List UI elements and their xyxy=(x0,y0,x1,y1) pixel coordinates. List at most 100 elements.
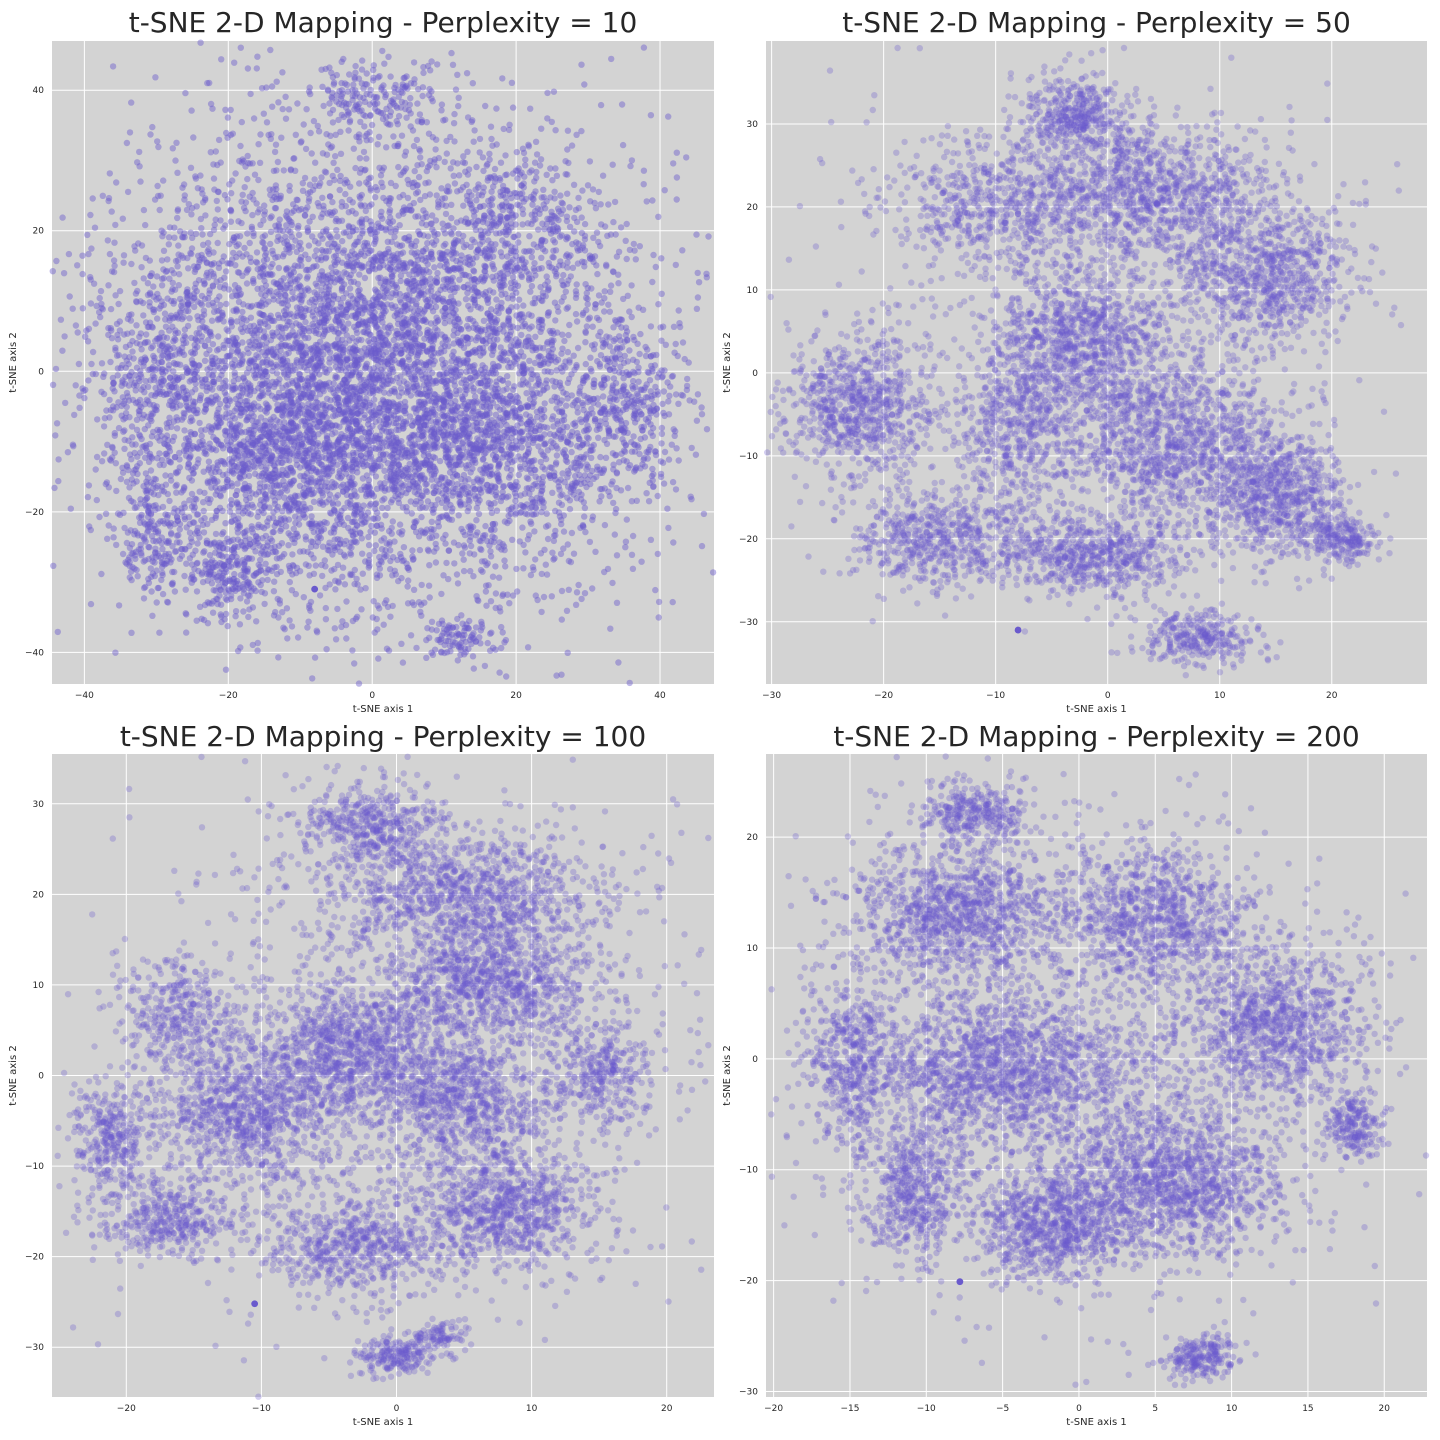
scatter-point xyxy=(295,634,301,640)
scatter-point xyxy=(228,190,234,196)
scatter-point xyxy=(452,180,458,186)
scatter-point xyxy=(498,160,504,166)
scatter-point xyxy=(100,374,106,380)
scatter-point xyxy=(551,189,557,195)
scatter-point xyxy=(631,241,637,247)
scatter-point xyxy=(251,115,257,121)
scatter-point xyxy=(128,261,134,267)
scatter-point xyxy=(324,152,330,158)
scatter-point xyxy=(533,139,539,145)
scatter-point xyxy=(323,616,329,622)
x-tick-label: −20 xyxy=(219,691,238,701)
scatter-point xyxy=(93,303,99,309)
scatter-point xyxy=(283,116,289,122)
scatter-point xyxy=(113,460,119,466)
scatter-point xyxy=(426,583,432,589)
scatter-point xyxy=(549,593,555,599)
scatter-point xyxy=(666,411,672,417)
scatter-point xyxy=(141,275,147,281)
scatter-point xyxy=(84,232,90,238)
scatter-point xyxy=(444,150,450,156)
scatter-point xyxy=(669,442,675,448)
scatter-point xyxy=(442,159,448,165)
scatter-point xyxy=(351,74,357,80)
scatter-point xyxy=(65,449,71,455)
scatter-point xyxy=(179,553,185,559)
scatter-point xyxy=(94,454,100,460)
scatter-point xyxy=(485,640,491,646)
scatter-point xyxy=(366,552,372,558)
scatter-point xyxy=(85,377,91,383)
scatter-point xyxy=(346,71,352,77)
scatter-point xyxy=(526,277,532,283)
scatter-point xyxy=(286,312,292,318)
scatter-point xyxy=(159,359,165,365)
scatter-point xyxy=(330,160,336,166)
scatter-point xyxy=(197,40,203,46)
scatter-point xyxy=(301,594,307,600)
scatter-point xyxy=(55,456,61,462)
scatter-point xyxy=(502,563,508,569)
scatter-point xyxy=(447,648,453,654)
scatter-point xyxy=(91,281,97,287)
scatter-point xyxy=(237,143,243,149)
scatter-point xyxy=(86,523,92,529)
scatter-point xyxy=(59,348,65,354)
scatter-point xyxy=(473,624,479,630)
scatter-point xyxy=(143,331,149,337)
scatter-point xyxy=(662,449,668,455)
scatter-point xyxy=(575,345,581,351)
scatter-point xyxy=(375,655,381,661)
scatter-point xyxy=(333,132,339,138)
scatter-point xyxy=(197,395,203,401)
scatter-point xyxy=(427,594,433,600)
x-tick-label: 40 xyxy=(654,691,666,701)
scatter-point xyxy=(305,549,311,555)
scatter-point xyxy=(121,252,127,258)
x-tick-label: 20 xyxy=(510,691,522,701)
scatter-point xyxy=(173,140,179,146)
scatter-point xyxy=(347,197,353,203)
scatter-point xyxy=(413,645,419,651)
scatter-point xyxy=(455,103,461,109)
scatter-point xyxy=(334,606,340,612)
scatter-point xyxy=(158,228,164,234)
scatter-point xyxy=(544,571,550,577)
scatter-point xyxy=(334,167,340,173)
scatter-point xyxy=(213,148,219,154)
scatter-point xyxy=(141,585,147,591)
scatter-point xyxy=(522,162,528,168)
scatter-point xyxy=(483,603,489,609)
scatter-point xyxy=(493,412,499,418)
scatter-point xyxy=(294,100,300,106)
scatter-point xyxy=(593,262,599,268)
scatter-point xyxy=(269,261,275,267)
scatter-point xyxy=(142,222,148,228)
scatter-point xyxy=(120,551,126,557)
scatter-point xyxy=(448,165,454,171)
scatter-point xyxy=(208,101,214,107)
scatter-point xyxy=(272,149,278,155)
scatter-point xyxy=(120,416,126,422)
y-tick-label: −20 xyxy=(25,508,44,518)
scatter-point xyxy=(305,619,311,625)
scatter-point xyxy=(191,304,197,310)
scatter-point xyxy=(590,186,596,192)
scatter-point xyxy=(477,203,483,209)
scatter-point xyxy=(374,486,380,492)
scatter-point xyxy=(298,138,304,144)
scatter-point xyxy=(371,548,377,554)
scatter-point xyxy=(549,490,555,496)
scatter-point xyxy=(92,225,98,231)
scatter-point xyxy=(351,146,357,152)
scatter-point xyxy=(514,303,520,309)
scatter-point xyxy=(540,187,546,193)
scatter-point xyxy=(656,599,662,605)
scatter-point xyxy=(303,146,309,152)
scatter-point xyxy=(223,301,229,307)
scatter-point xyxy=(247,91,253,97)
scatter-point xyxy=(527,289,533,295)
scatter-point xyxy=(345,127,351,133)
scatter-point xyxy=(675,401,681,407)
scatter-point xyxy=(578,128,584,134)
